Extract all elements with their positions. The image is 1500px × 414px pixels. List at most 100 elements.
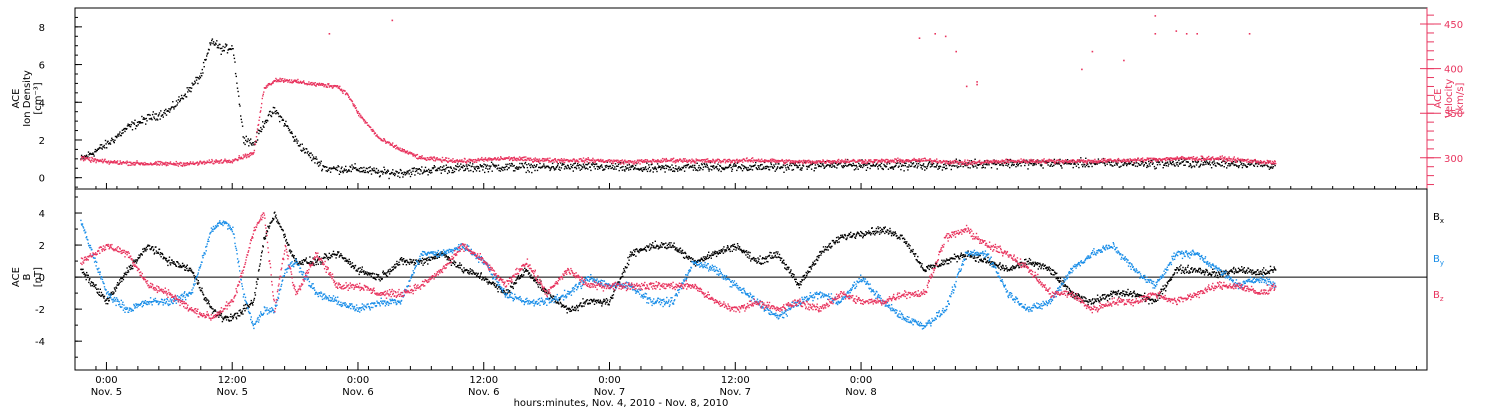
b-series-x-point — [93, 284, 94, 285]
density-series-point — [733, 164, 734, 165]
density-series-point — [456, 166, 457, 167]
density-series-point — [501, 169, 502, 170]
density-series-point — [1135, 165, 1136, 166]
density-series-point — [212, 38, 213, 39]
velocity-series-point — [920, 161, 921, 162]
density-series-point — [964, 165, 965, 166]
density-series-point — [408, 170, 409, 171]
density-series-point — [405, 172, 406, 173]
velocity-series-point — [771, 161, 772, 162]
density-series-point — [1198, 161, 1199, 162]
density-series-point — [699, 169, 700, 170]
b-series-x-point — [276, 221, 277, 222]
density-series-point — [570, 164, 571, 165]
density-series-point — [471, 166, 472, 167]
density-series-point — [530, 167, 531, 168]
velocity-series-point — [1219, 158, 1220, 159]
velocity-series-point — [253, 152, 254, 153]
density-series-point — [100, 148, 101, 149]
density-series-point — [728, 167, 729, 168]
density-series-point — [1196, 164, 1197, 165]
density-series-point — [1222, 165, 1223, 166]
velocity-series-point — [918, 161, 919, 162]
velocity-series-point — [986, 160, 987, 161]
density-series-point — [1008, 164, 1009, 165]
density-series-point — [952, 165, 953, 166]
density-series-point — [183, 98, 184, 99]
density-series-point — [1000, 164, 1001, 165]
velocity-series-point — [1104, 160, 1105, 161]
velocity-series-point — [403, 151, 404, 152]
density-series-point — [440, 166, 441, 167]
density-series-point — [985, 167, 986, 168]
velocity-series-point — [752, 160, 753, 161]
b-series-x-point — [146, 249, 147, 250]
density-series-point — [853, 165, 854, 166]
velocity-series-point — [399, 148, 400, 149]
velocity-series-point — [802, 163, 803, 164]
density-series-point — [154, 118, 155, 119]
density-series-point — [434, 166, 435, 167]
density-series-point — [858, 163, 859, 164]
velocity-series-point — [949, 163, 950, 164]
velocity-series-point — [1158, 160, 1159, 161]
density-series-point — [851, 164, 852, 165]
velocity-series-point — [1079, 161, 1080, 162]
velocity-series-point — [945, 163, 946, 164]
velocity-series-point — [1250, 162, 1251, 163]
density-series-point — [908, 166, 909, 167]
density-series-point — [392, 169, 393, 170]
density-series-point — [678, 168, 679, 169]
b-series-x-point — [203, 294, 204, 295]
velocity-series-point — [178, 165, 179, 166]
density-series-point — [309, 155, 310, 156]
b-series-x-point — [392, 267, 393, 268]
velocity-series-point — [421, 155, 422, 156]
b-series-x-point — [104, 296, 105, 297]
b-series-x-point — [198, 280, 199, 281]
b-series-x-point — [266, 233, 267, 234]
density-series-point — [902, 164, 903, 165]
density-series-point — [388, 171, 389, 172]
velocity-series-point — [1116, 160, 1117, 161]
b-series-x-point — [139, 257, 140, 258]
velocity-series-point — [176, 165, 177, 166]
b-series-x-point — [386, 272, 387, 273]
b-series-x-point — [126, 274, 127, 275]
velocity-series-point — [840, 160, 841, 161]
density-series-point — [829, 165, 830, 166]
density-series-point — [313, 156, 314, 157]
density-series-point — [1061, 167, 1062, 168]
density-series-point — [460, 163, 461, 164]
density-series-point — [595, 168, 596, 169]
b-series-x-point — [142, 249, 143, 250]
density-series-point — [949, 165, 950, 166]
velocity-series-point — [992, 162, 993, 163]
density-series-point — [1127, 163, 1128, 164]
velocity-series-point — [121, 163, 122, 164]
density-series-point — [371, 173, 372, 174]
density-series-point — [932, 164, 933, 165]
b-series-x-point — [145, 250, 146, 251]
density-series-point — [234, 61, 235, 62]
velocity-series-point — [1102, 161, 1103, 162]
velocity-series-point — [1082, 161, 1083, 162]
velocity-series-point — [1008, 162, 1009, 163]
density-series-point — [618, 164, 619, 165]
density-series-point — [1262, 166, 1263, 167]
velocity-series-point — [109, 163, 110, 164]
velocity-series-point — [896, 159, 897, 160]
velocity-series-point — [1018, 160, 1019, 161]
density-series-point — [1042, 167, 1043, 168]
density-series-point — [355, 167, 356, 168]
density-series-point — [387, 172, 388, 173]
density-series-point — [1098, 158, 1099, 159]
density-series-point — [575, 167, 576, 168]
velocity-series-point — [783, 162, 784, 163]
b-series-x-point — [82, 269, 83, 270]
velocity-series-point — [1133, 162, 1134, 163]
density-series-point — [1200, 165, 1201, 166]
density-series-point — [791, 165, 792, 166]
density-series-point — [411, 174, 412, 175]
velocity-series-point — [1064, 161, 1065, 162]
